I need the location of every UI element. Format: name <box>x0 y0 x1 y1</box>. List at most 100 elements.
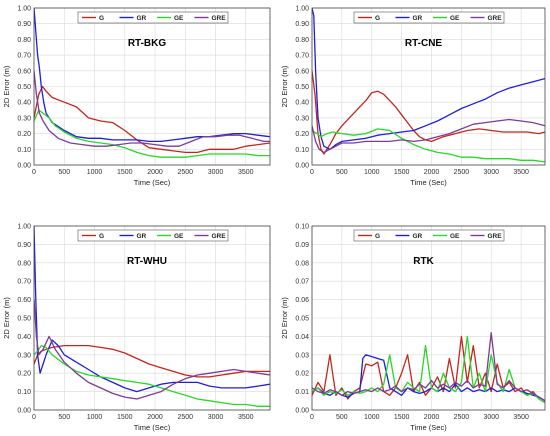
x-tick-label: 2500 <box>177 169 193 176</box>
legend-box <box>353 229 505 242</box>
y-tick-label: 0.30 <box>17 352 31 359</box>
y-tick-label: 0.40 <box>17 100 31 107</box>
y-tick-label: 0.10 <box>17 389 31 396</box>
y-tick-label: 0.05 <box>295 316 309 323</box>
y-axis-label: 2D Error (m) <box>280 65 289 107</box>
legend-label-g: G <box>375 15 380 22</box>
chart-panel-rtk: 0.00 0.01 0.02 0.03 0.04 0.05 0.06 0.07 0.08 0.09… <box>280 224 546 432</box>
y-tick-label: 0.10 <box>295 147 309 154</box>
y-tick-label: 0.90 <box>295 21 309 28</box>
y-tick-label: 0.40 <box>17 334 31 341</box>
x-tick-label: 1000 <box>364 169 380 176</box>
y-axis-label: 2D Error (m) <box>280 297 289 339</box>
y-tick-label: 0.10 <box>17 147 31 154</box>
legend-box <box>77 11 229 24</box>
x-tick-label: 1500 <box>394 169 410 176</box>
x-tick-label: 2000 <box>147 414 163 421</box>
y-tick-label: 0.60 <box>17 297 31 304</box>
y-tick-label: 1.00 <box>17 6 31 13</box>
y-tick-label: 0.60 <box>17 68 31 75</box>
series-line-gre <box>34 299 270 400</box>
y-tick-label: 0.80 <box>17 37 31 44</box>
series-line-ge <box>312 335 545 404</box>
x-tick-label: 3000 <box>208 414 224 421</box>
x-tick-label: 1500 <box>117 169 133 176</box>
y-tick-label: 0.50 <box>17 84 31 91</box>
legend-label-ge: GE <box>450 233 460 240</box>
legend: G GR GE GRE <box>77 229 229 242</box>
x-tick-label: 2500 <box>177 414 193 421</box>
y-tick-label: 0.00 <box>295 408 309 415</box>
legend-label-gr: GR <box>137 15 147 22</box>
y-tick-label: 0.30 <box>295 115 309 122</box>
legend-label-g: G <box>375 233 380 240</box>
legend-label-ge: GE <box>450 15 460 22</box>
x-tick-label: 500 <box>336 414 348 421</box>
legend-label-g: G <box>99 15 104 22</box>
x-tick-label: 3500 <box>238 169 254 176</box>
chart-title: RTK <box>413 256 434 267</box>
series-line-g <box>312 70 545 155</box>
y-tick-label: 0.03 <box>295 352 309 359</box>
x-tick-label: 500 <box>58 169 70 176</box>
x-tick-label: 3500 <box>513 169 529 176</box>
y-tick-label: 0.06 <box>295 297 309 304</box>
x-tick-label: 0 <box>310 169 314 176</box>
x-tick-label: 1500 <box>117 414 133 421</box>
legend-label-gre: GRE <box>488 15 503 22</box>
y-tick-label: 0.00 <box>17 408 31 415</box>
y-tick-label: 0.90 <box>17 21 31 28</box>
x-tick-label: 1000 <box>87 414 103 421</box>
y-tick-label: 0.09 <box>295 242 309 249</box>
legend: G GR GE GRE <box>353 229 505 242</box>
x-tick-label: 0 <box>32 414 36 421</box>
legend-box <box>353 11 505 24</box>
y-tick-label: 0.07 <box>295 279 309 286</box>
series-line-ge <box>34 109 270 158</box>
x-axis-label: Time (Sec) <box>410 423 447 432</box>
x-axis-label: Time (Sec) <box>410 178 447 187</box>
y-tick-label: 0.04 <box>295 334 309 341</box>
x-tick-label: 1000 <box>364 414 380 421</box>
x-tick-label: 3500 <box>513 414 529 421</box>
y-tick-label: 0.20 <box>295 131 309 138</box>
x-tick-label: 3000 <box>483 414 499 421</box>
series-line-gr <box>34 226 270 393</box>
y-tick-label: 1.00 <box>17 224 31 231</box>
y-tick-label: 0.50 <box>295 84 309 91</box>
x-tick-label: 0 <box>32 169 36 176</box>
y-tick-label: 0.50 <box>17 316 31 323</box>
legend-label-ge: GE <box>174 233 184 240</box>
chart-title: RT-WHU <box>127 256 167 267</box>
legend-label-gre: GRE <box>212 233 227 240</box>
y-tick-label: 0.40 <box>295 100 309 107</box>
y-tick-label: 0.80 <box>17 260 31 267</box>
y-tick-label: 0.00 <box>17 163 31 170</box>
y-tick-label: 0.20 <box>17 131 31 138</box>
x-tick-label: 1000 <box>87 169 103 176</box>
legend: G GR GE GRE <box>77 11 229 24</box>
y-tick-label: 0.20 <box>17 371 31 378</box>
legend-label-gr: GR <box>137 233 147 240</box>
y-tick-label: 0.70 <box>295 53 309 60</box>
y-axis-label: 2D Error (m) <box>2 65 11 107</box>
legend-label-gr: GR <box>413 233 423 240</box>
y-tick-label: 0.00 <box>295 163 309 170</box>
series-line-g <box>34 344 270 378</box>
x-tick-label: 2000 <box>424 169 440 176</box>
series-line-gre <box>312 118 545 154</box>
x-tick-label: 0 <box>310 414 314 421</box>
y-tick-label: 1.00 <box>295 6 309 13</box>
y-axis-label: 2D Error (m) <box>2 297 11 339</box>
x-tick-label: 3500 <box>238 414 254 421</box>
y-tick-label: 0.60 <box>295 68 309 75</box>
y-tick-label: 0.01 <box>295 389 309 396</box>
series-line-ge <box>312 128 545 163</box>
legend-label-g: G <box>99 233 104 240</box>
y-tick-label: 0.08 <box>295 260 309 267</box>
legend-label-gre: GRE <box>488 233 503 240</box>
legend-label-gre: GRE <box>212 15 227 22</box>
x-tick-label: 500 <box>58 414 70 421</box>
x-tick-label: 2000 <box>424 414 440 421</box>
